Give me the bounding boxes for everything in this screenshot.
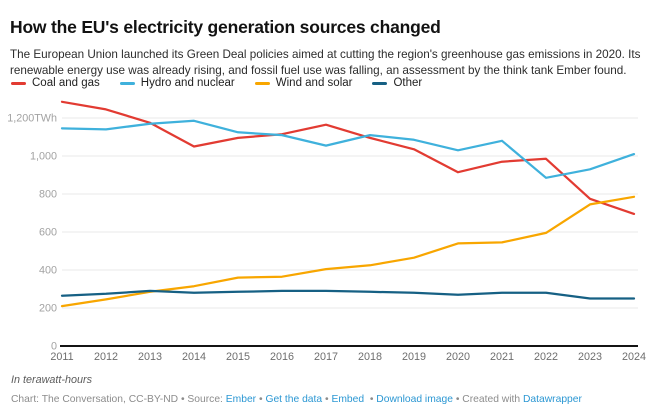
footer-text: • Created with (452, 394, 523, 405)
y-tick-label: 800 (39, 189, 57, 201)
footer-link-get-the-data[interactable]: Get the data (265, 394, 323, 405)
x-tick-label: 2019 (402, 351, 426, 363)
footer-link-datawrapper[interactable]: Datawrapper (522, 394, 582, 405)
series-line-other (60, 289, 636, 300)
legend-item-other: Other (372, 77, 422, 89)
x-tick-label: 2022 (534, 351, 558, 363)
x-tick-label: 2017 (314, 351, 338, 363)
series-line-hydro-and-nuclear (60, 119, 636, 179)
y-tick-label: 1,200TWh (7, 113, 57, 125)
legend-label: Wind and solar (275, 77, 353, 89)
x-tick-label: 2020 (446, 351, 470, 363)
footer-text: • (322, 394, 332, 405)
x-tick-label: 2023 (578, 351, 602, 363)
y-tick-label: 0 (51, 341, 57, 353)
legend-swatch-coal-and-gas (11, 81, 26, 85)
x-tick-label: 2021 (490, 351, 514, 363)
legend-swatch-other (372, 81, 388, 85)
y-tick-label: 200 (39, 303, 57, 315)
x-tick-label: 2024 (622, 351, 646, 363)
x-tick-label: 2015 (226, 351, 250, 363)
legend-swatch-hydro-and-nuclear (119, 81, 135, 85)
series-line-coal-and-gas (60, 100, 636, 216)
y-tick-label: 600 (39, 227, 57, 239)
x-tick-label: 2016 (270, 351, 294, 363)
legend-item-hydro-and-nuclear: Hydro and nuclear (119, 77, 235, 89)
chart-subtitle: The European Union launched its Green De… (10, 47, 641, 78)
legend-label: Hydro and nuclear (140, 77, 235, 89)
y-tick-label: 400 (39, 265, 57, 277)
x-tick-label: 2014 (182, 351, 206, 363)
footer-link-download-image[interactable]: Download image (376, 394, 453, 405)
footer-text: Chart: The Conversation, CC-BY-ND • Sour… (11, 394, 226, 405)
x-tick-label: 2018 (358, 351, 382, 363)
legend-swatch-wind-and-solar (254, 81, 270, 85)
footer-text: • (256, 394, 266, 405)
page-title: How the EU's electricity generation sour… (10, 16, 441, 37)
chart-footer: Chart: The Conversation, CC-BY-ND • Sour… (11, 394, 643, 405)
footer-link-ember[interactable]: Ember (225, 394, 257, 405)
series-line-wind-and-solar (60, 195, 636, 308)
footer-text: • (364, 394, 377, 405)
legend-label: Other (393, 77, 423, 89)
x-tick-label: 2011 (50, 351, 73, 363)
legend-label: Coal and gas (32, 77, 100, 89)
legend-item-coal-and-gas: Coal and gas (11, 77, 100, 89)
x-tick-label: 2012 (94, 351, 118, 363)
chart-legend: Coal and gas Hydro and nuclear Wind and so… (11, 77, 422, 89)
legend-item-wind-and-solar: Wind and solar (254, 77, 353, 89)
chart-footnote: In terawatt-hours (11, 374, 93, 386)
y-tick-label: 1,000 (30, 151, 57, 163)
footer-link-embed[interactable]: Embed (331, 394, 365, 405)
x-tick-label: 2013 (138, 351, 162, 363)
